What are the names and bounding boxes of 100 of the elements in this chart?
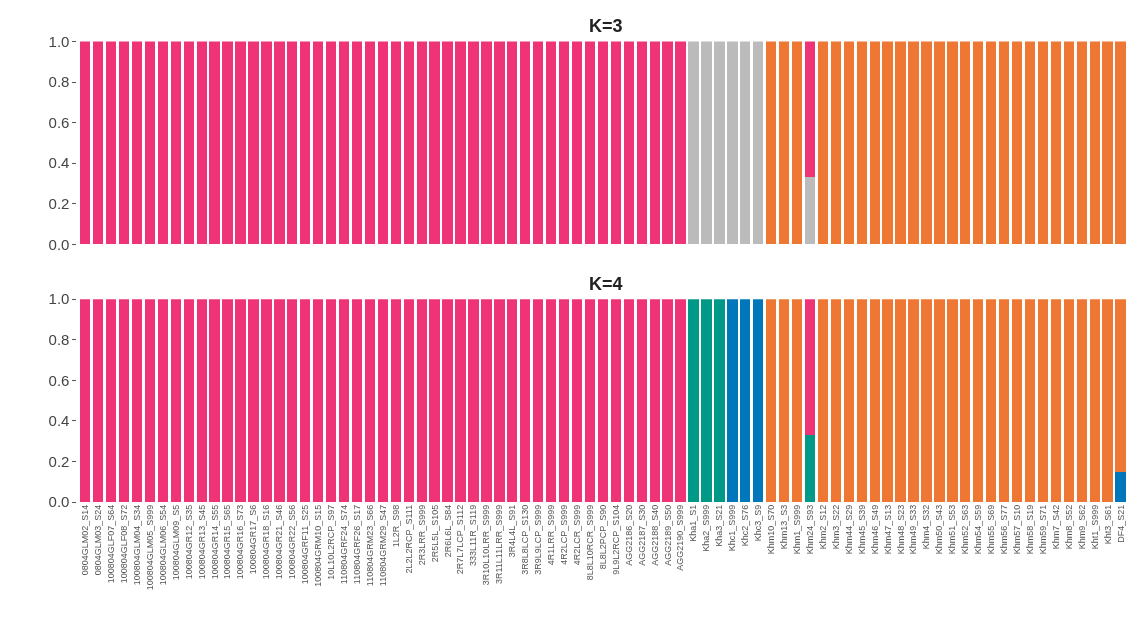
x-tick-label: 100804GR16_S73 — [235, 504, 246, 580]
bar — [1037, 299, 1049, 502]
x-tick-label: 100804GR18_S16 — [261, 504, 272, 580]
x-tick-label: DF4_S21 — [1115, 504, 1126, 543]
x-tick-label: Kha1_S1 — [688, 504, 699, 542]
bar — [960, 299, 971, 502]
bar — [973, 299, 984, 502]
bar — [947, 299, 958, 502]
bar — [869, 299, 880, 502]
x-tick-label: Khm50_S43 — [934, 504, 945, 555]
bar — [804, 299, 816, 436]
x-tick-label: Khm1_S999 — [791, 504, 802, 555]
x-tick-label: Kht3_S61 — [1102, 504, 1113, 545]
x-tick-label: AGG2187_S30 — [636, 504, 647, 566]
bar — [597, 299, 609, 502]
bar — [714, 299, 725, 502]
bar — [856, 299, 867, 502]
x-tick-label: Khm48_S23 — [895, 504, 906, 555]
x-tick-label: Khm24_S93 — [804, 504, 815, 555]
bar — [313, 299, 324, 502]
x-tick-label: Khm2_S12 — [817, 504, 828, 550]
x-tick-label: Khm49_S33 — [908, 504, 919, 555]
x-tick-label: 0804GLM03_S24 — [93, 504, 104, 576]
x-tick-label: 333L11R_S119 — [468, 504, 479, 567]
bar — [364, 299, 376, 502]
x-tick-label: 100804GR21_S46 — [274, 504, 285, 580]
x-tick-label: Khm54_S59 — [973, 504, 984, 555]
bar — [196, 299, 207, 502]
x-tick-label: Khm57_S10 — [1011, 504, 1022, 555]
x-tick-label: 100804GR22_S56 — [287, 504, 298, 580]
bar — [675, 299, 686, 502]
bar — [1089, 299, 1100, 502]
x-tick-label: Kha2_S999 — [701, 504, 712, 552]
bar — [921, 299, 932, 502]
x-tick-label: 100804GR15_S65 — [222, 504, 233, 580]
bar — [222, 299, 233, 502]
x-tick-label: Khc3_S9 — [753, 504, 764, 542]
bar — [817, 299, 829, 502]
x-tick-label: 3R11L11LRR_S999 — [494, 504, 505, 585]
x-tick-label: 4R1LRR_S999 — [546, 504, 557, 566]
x-tick-label: 2R5L5L_S105 — [429, 504, 440, 563]
bar — [390, 299, 402, 502]
x-tick-label: Kha3_S21 — [714, 504, 725, 547]
x-tick-label: 3R10L10LRR_S999 — [481, 504, 492, 586]
bar — [1102, 299, 1113, 502]
x-tick-label: 3R4L4L_S91 — [507, 504, 518, 558]
bar — [688, 299, 699, 502]
bar — [571, 299, 583, 502]
x-tick-label: Khm46_S49 — [869, 504, 880, 555]
bar — [105, 299, 117, 502]
x-tick-label: 8L8L10RCR_S999 — [584, 504, 595, 581]
bar — [1115, 299, 1126, 472]
x-tick-label: 0804GLM02_S14 — [80, 504, 91, 576]
x-tick-label: Khc1_S999 — [727, 504, 738, 552]
y-tick-label: 0.0 — [48, 235, 70, 253]
y-tick-label: 0.6 — [48, 113, 70, 131]
bar — [92, 299, 104, 502]
bar — [908, 299, 919, 502]
bar — [584, 299, 596, 502]
bar — [998, 299, 1010, 502]
x-tick-label: 8L8L2PCP_S90 — [597, 504, 608, 570]
bar — [377, 299, 389, 502]
bar — [1011, 299, 1023, 502]
x-tick-label: Khm59_S71 — [1037, 504, 1048, 555]
bar — [765, 299, 777, 502]
x-tick-label: Khm45_S39 — [856, 504, 867, 555]
x-tick-label: 2R6L6L_S84 — [442, 504, 453, 558]
x-tick-label: 2R3LRR_S999 — [416, 504, 427, 566]
bar — [235, 299, 246, 502]
x-tick-label: Kht1_S999 — [1089, 504, 1100, 550]
bar — [1115, 471, 1126, 502]
x-tick-label: 100804GR13_S45 — [196, 504, 207, 580]
bar — [1076, 299, 1087, 502]
x-tick-label: Khc2_S76 — [740, 504, 751, 547]
bar — [429, 299, 440, 502]
x-tick-label: 9L9L2RCP_S104 — [610, 504, 621, 575]
y-tick-label: 0.6 — [48, 371, 70, 389]
x-tick-label: Khm52_S63 — [960, 504, 971, 555]
bar — [882, 299, 893, 502]
bar — [261, 299, 272, 502]
bar — [455, 299, 466, 502]
bar — [416, 299, 427, 502]
x-tick-label: Khm44_S29 — [843, 504, 854, 555]
x-tick-label: 100804GR12_S35 — [183, 504, 194, 580]
bar — [131, 299, 143, 502]
x-tick-label: Khm55_S69 — [986, 504, 997, 555]
bar — [791, 299, 803, 502]
bar — [1050, 299, 1062, 502]
bar — [80, 299, 91, 502]
chart-title: K=4 — [589, 274, 623, 294]
y-tick-label: 0.8 — [48, 330, 70, 348]
x-tick-label: 100804GLM05_S999 — [144, 504, 155, 591]
bar — [740, 299, 751, 502]
bar — [468, 299, 479, 502]
y-tick-label: 1.0 — [48, 290, 70, 308]
bar — [1024, 299, 1036, 502]
x-tick-label: AGG2186_S20 — [623, 504, 634, 566]
x-tick-label: AGG2188_S40 — [649, 504, 660, 566]
x-tick-label: 3R9L9LCP_S999 — [533, 504, 544, 575]
x-tick-label: 110804GRM23_S66 — [364, 504, 375, 587]
